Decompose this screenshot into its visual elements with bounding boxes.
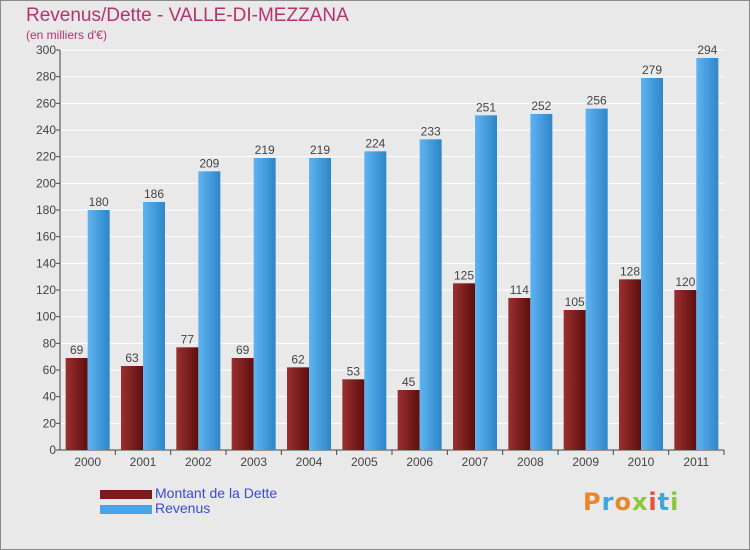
bar-dette: [176, 347, 199, 450]
chart-subtitle: (en milliers d'€): [26, 28, 107, 42]
bar-dette: [397, 390, 420, 450]
bar-dette: [342, 379, 365, 450]
bar-dette: [453, 283, 475, 450]
x-tick-label: 2011: [683, 455, 709, 469]
legend: Montant de la Dette Revenus: [100, 486, 277, 516]
y-tick-label: 240: [36, 123, 56, 137]
bar-dette: [121, 366, 143, 450]
data-label-revenus: 186: [144, 187, 164, 201]
bar-dette: [674, 290, 697, 450]
chart-title: Revenus/Dette - VALLE-DI-MEZZANA: [26, 5, 349, 26]
bar-dette: [231, 358, 254, 450]
data-label-revenus: 256: [587, 94, 607, 108]
x-tick-label: 2006: [406, 455, 433, 469]
x-tick-label: 2010: [628, 455, 655, 469]
bar-revenus: [530, 114, 553, 450]
data-label-dette: 105: [565, 295, 585, 309]
logo-letter: i: [670, 488, 680, 516]
bar-dette: [508, 298, 531, 450]
y-tick-label: 80: [43, 336, 57, 350]
bar-revenus: [87, 210, 110, 450]
proxiti-logo: Proxiti: [583, 488, 679, 516]
data-label-dette: 69: [70, 343, 84, 357]
y-tick-label: 300: [36, 43, 56, 57]
x-tick-label: 2000: [74, 455, 101, 469]
bar-revenus: [475, 115, 497, 450]
data-label-dette: 45: [402, 375, 416, 389]
y-tick-label: 20: [43, 416, 57, 430]
data-label-dette: 128: [620, 264, 640, 278]
data-label-dette: 114: [510, 283, 529, 297]
y-tick-label: 220: [36, 150, 56, 164]
y-tick-label: 60: [43, 363, 57, 377]
logo-letter: t: [657, 488, 671, 516]
bar-revenus: [419, 139, 442, 451]
data-label-revenus: 224: [365, 136, 385, 150]
legend-swatch-dette: [100, 489, 152, 499]
x-tick-label: 2004: [296, 455, 323, 469]
x-tick-label: 2005: [351, 455, 378, 469]
y-tick-label: 140: [36, 256, 56, 270]
legend-label-revenus: Revenus: [155, 500, 211, 516]
bar-revenus: [641, 78, 663, 450]
plot-area: [60, 50, 724, 450]
data-label-revenus: 252: [531, 99, 551, 113]
bar-dette: [563, 310, 586, 450]
data-label-dette: 62: [291, 352, 305, 366]
data-label-revenus: 233: [421, 124, 441, 138]
y-tick-label: 40: [43, 390, 57, 404]
data-label-revenus: 294: [697, 43, 717, 57]
legend-item-revenus: Revenus: [100, 501, 277, 516]
data-label-dette: 53: [347, 364, 361, 378]
logo-letter: r: [601, 488, 615, 516]
y-tick-label: 280: [36, 70, 56, 84]
logo-letter: o: [614, 488, 632, 516]
y-tick-label: 160: [36, 230, 56, 244]
y-tick-label: 120: [36, 283, 56, 297]
logo-letter: P: [583, 488, 602, 516]
x-tick-label: 2008: [517, 455, 544, 469]
data-label-revenus: 180: [89, 195, 109, 209]
bar-revenus: [696, 58, 719, 450]
data-label-revenus: 279: [642, 63, 662, 77]
bar-revenus: [585, 108, 608, 451]
legend-swatch-revenus: [100, 504, 152, 514]
legend-item-dette: Montant de la Dette: [100, 486, 277, 501]
x-tick-label: 2009: [572, 455, 599, 469]
data-label-revenus: 209: [199, 156, 219, 170]
data-label-revenus: 219: [310, 143, 330, 157]
bar-dette: [619, 279, 641, 450]
y-tick-label: 180: [36, 203, 56, 217]
y-tick-label: 200: [36, 176, 56, 190]
data-label-dette: 125: [454, 268, 474, 282]
data-label-dette: 77: [181, 332, 195, 346]
bar-revenus: [198, 171, 221, 451]
logo-letter: x: [631, 488, 649, 516]
x-tick-label: 2002: [185, 455, 212, 469]
logo-letter: i: [648, 488, 658, 516]
data-label-revenus: 251: [476, 100, 496, 114]
y-tick-label: 100: [36, 310, 56, 324]
x-tick-label: 2001: [130, 455, 157, 469]
data-label-dette: 120: [675, 275, 695, 289]
bar-revenus: [309, 158, 331, 450]
bar-revenus: [364, 151, 387, 451]
bar-dette: [65, 358, 88, 450]
bar-revenus: [143, 202, 165, 450]
bar-revenus: [253, 158, 276, 450]
data-label-dette: 69: [236, 343, 250, 357]
x-tick-label: 2003: [240, 455, 267, 469]
y-tick-label: 0: [49, 443, 56, 457]
data-label-dette: 63: [125, 351, 139, 365]
data-label-revenus: 219: [255, 143, 275, 157]
bar-dette: [287, 367, 309, 450]
legend-label-dette: Montant de la Dette: [155, 485, 278, 501]
y-tick-label: 260: [36, 96, 56, 110]
x-tick-label: 2007: [462, 455, 489, 469]
